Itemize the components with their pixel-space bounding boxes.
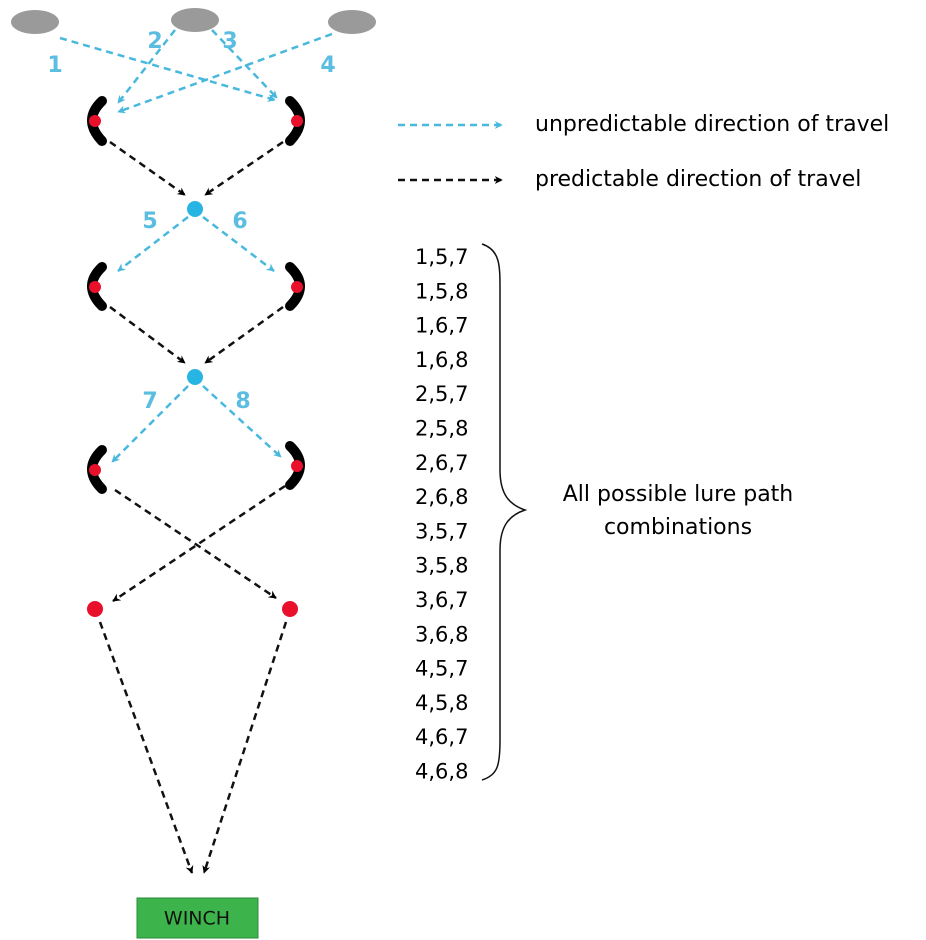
winch-label: WINCH — [164, 908, 230, 930]
combination: 4,6,7 — [415, 725, 468, 749]
legend-label: predictable direction of travel — [535, 167, 861, 192]
combination: 4,6,8 — [415, 760, 468, 784]
path-number: 7 — [142, 389, 157, 414]
anchors — [11, 8, 376, 34]
combination: 1,6,8 — [415, 348, 468, 372]
path-number: 4 — [320, 53, 335, 78]
combination: 3,6,8 — [415, 622, 468, 646]
brace-label: All possible lure path — [563, 482, 794, 507]
legend-label: unpredictable direction of travel — [535, 112, 889, 137]
path-number: 8 — [235, 389, 250, 414]
brace — [481, 243, 528, 781]
path-number: 6 — [232, 209, 247, 234]
path-number: 2 — [147, 29, 162, 54]
combination: 2,6,7 — [415, 451, 468, 475]
pulleys — [87, 96, 305, 617]
path-number: 3 — [222, 29, 237, 54]
combination: 3,6,7 — [415, 588, 468, 612]
combination: 3,5,7 — [415, 519, 468, 543]
combination: 3,5,8 — [415, 554, 468, 578]
combination: 4,5,7 — [415, 657, 468, 681]
combination-list: 1,5,7 1,5,8 1,6,7 1,6,8 2,5,7 2,5,8 2,6,7 2,6,8… — [415, 245, 468, 784]
combination: 4,5,8 — [415, 691, 468, 715]
combination: 2,5,7 — [415, 382, 468, 406]
winch-box — [136, 897, 259, 939]
path-number: 1 — [47, 53, 62, 78]
arrows — [59, 29, 503, 874]
brace-label: combinations — [604, 515, 752, 540]
combination: 2,5,8 — [415, 417, 468, 441]
combination: 1,5,8 — [415, 279, 468, 303]
combination: 1,5,7 — [415, 245, 468, 269]
combination: 2,6,8 — [415, 485, 468, 509]
path-number: 5 — [142, 209, 157, 234]
path-numbers: 1 2 3 4 5 6 7 8 — [47, 29, 335, 414]
combination: 1,6,7 — [415, 314, 468, 338]
